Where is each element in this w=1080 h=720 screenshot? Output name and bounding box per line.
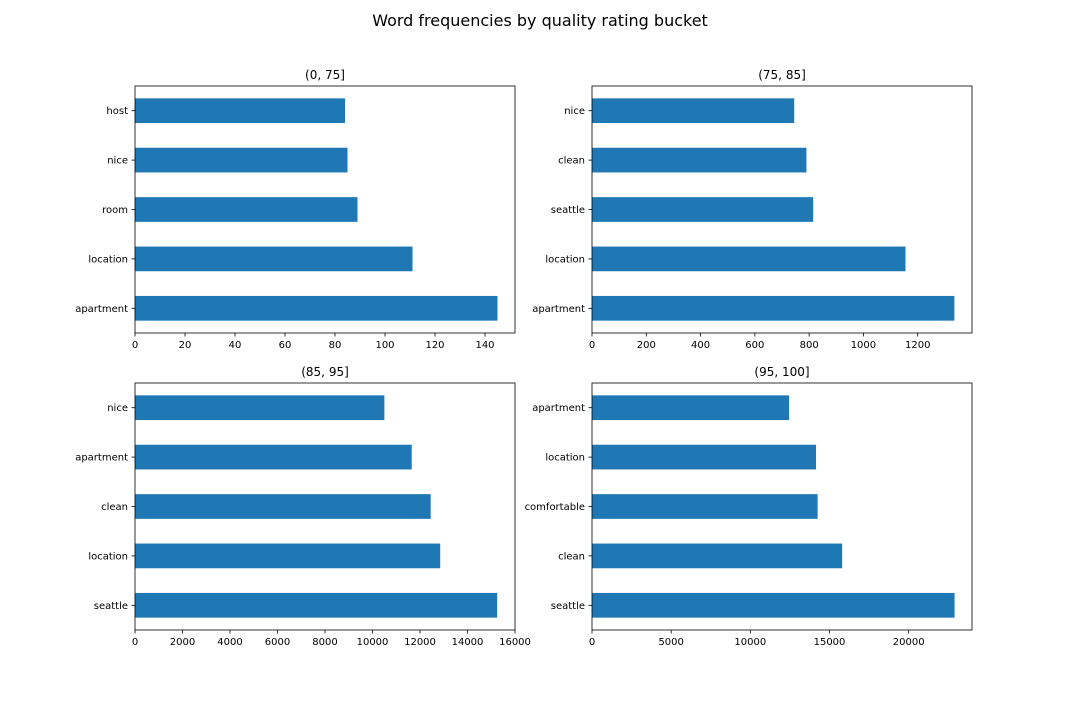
bar-seattle [592, 197, 814, 222]
y-tick-label: apartment [75, 304, 128, 315]
x-tick-label: 10000 [734, 637, 766, 648]
subplot-title: (75, 85] [758, 68, 806, 82]
y-tick-label: apartment [532, 304, 585, 315]
bar-host [135, 98, 345, 124]
bar-location [135, 543, 441, 569]
subplot-title: (95, 100] [754, 365, 809, 379]
y-tick-label: room [102, 205, 128, 216]
y-tick-label: seattle [94, 601, 128, 612]
y-tick-label: location [88, 254, 128, 265]
x-tick-label: 80 [329, 340, 342, 351]
bar-seattle [135, 592, 498, 618]
x-tick-label: 600 [745, 340, 764, 351]
bar-clean [592, 543, 843, 569]
x-tick-label: 0 [132, 637, 138, 648]
bar-location [592, 444, 817, 470]
y-tick-label: nice [107, 156, 128, 167]
y-tick-label: clean [558, 156, 585, 167]
subplot-3: seattle location clean apartment nice 0 2000 40… [75, 365, 531, 648]
x-tick-label: 8000 [312, 637, 337, 648]
bar-nice [135, 395, 385, 421]
x-tick-label: 120 [425, 340, 444, 351]
x-tick-label: 10000 [357, 637, 389, 648]
bar-comfortable [592, 494, 818, 519]
bar-room [135, 197, 358, 222]
x-tick-label: 40 [229, 340, 242, 351]
bar-apartment [135, 295, 498, 321]
y-tick-label: host [106, 106, 128, 117]
x-tick-label: 0 [589, 637, 595, 648]
x-tick-label: 1000 [851, 340, 876, 351]
subplot-4: seattle clean comfortable location apartment… [525, 365, 973, 648]
bar-seattle [592, 592, 955, 618]
x-tick-label: 400 [691, 340, 710, 351]
subplot-1: apartment location room nice host 0 20 40 60 80 10… [75, 68, 516, 351]
x-tick-label: 0 [132, 340, 138, 351]
x-tick-label: 20000 [893, 637, 925, 648]
y-tick-label: nice [564, 106, 585, 117]
x-tick-label: 6000 [265, 637, 290, 648]
y-tick-label: seattle [551, 601, 585, 612]
x-tick-label: 800 [800, 340, 819, 351]
figure-suptitle: Word frequencies by quality rating bucke… [372, 11, 708, 30]
bar-nice [592, 98, 795, 124]
x-tick-label: 16000 [499, 637, 531, 648]
bar-location [592, 246, 906, 272]
y-tick-label: seattle [551, 205, 585, 216]
x-tick-label: 20 [179, 340, 192, 351]
bar-apartment [592, 295, 955, 321]
x-tick-label: 140 [475, 340, 494, 351]
axes-frame [134, 85, 516, 334]
subplot-title: (85, 95] [301, 365, 349, 379]
axes-frame [591, 85, 973, 334]
subplots: apartment location room nice host 0 20 40 60 80 10… [75, 68, 973, 648]
y-tick-label: nice [107, 403, 128, 414]
x-tick-label: 60 [279, 340, 292, 351]
y-tick-label: comfortable [525, 502, 585, 513]
y-tick-label: clean [101, 502, 128, 513]
axes-frame [591, 382, 973, 631]
x-tick-label: 14000 [452, 637, 484, 648]
y-tick-label: apartment [75, 453, 128, 464]
x-tick-label: 15000 [814, 637, 846, 648]
bar-clean [135, 494, 431, 519]
subplot-title: (0, 75] [305, 68, 345, 82]
x-tick-label: 4000 [217, 637, 242, 648]
y-tick-label: apartment [532, 403, 585, 414]
x-tick-label: 5000 [658, 637, 683, 648]
x-tick-label: 200 [637, 340, 656, 351]
bar-location [135, 246, 413, 272]
bar-apartment [592, 395, 790, 421]
y-tick-label: location [545, 453, 585, 464]
y-tick-label: location [545, 254, 585, 265]
x-tick-label: 0 [589, 340, 595, 351]
x-tick-label: 12000 [404, 637, 436, 648]
bar-clean [592, 147, 807, 173]
subplot-2: apartment location seattle clean nice 0 200 400… [532, 68, 973, 351]
x-tick-label: 2000 [170, 637, 195, 648]
x-tick-label: 1200 [905, 340, 930, 351]
y-tick-label: clean [558, 551, 585, 562]
x-tick-label: 100 [375, 340, 394, 351]
bar-apartment [135, 444, 412, 470]
y-tick-label: location [88, 551, 128, 562]
bar-nice [135, 147, 348, 173]
